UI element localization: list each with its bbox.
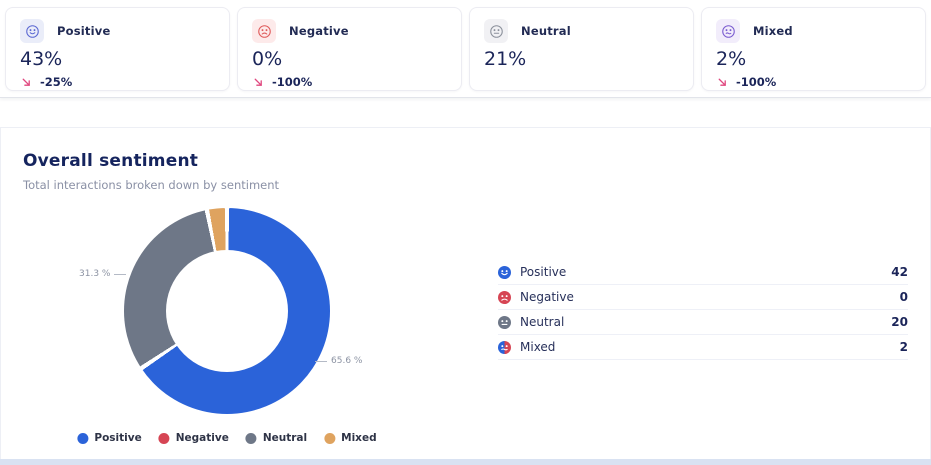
list-item-neutral[interactable]: Neutral 20 bbox=[498, 310, 908, 335]
count-value: 0 bbox=[899, 290, 908, 304]
legend-item-neutral[interactable]: Neutral bbox=[245, 432, 307, 444]
stat-card-positive: Positive 43% -25% bbox=[5, 7, 230, 91]
stat-cards-strip: Positive 43% -25% Negative 0% bbox=[0, 0, 931, 98]
trend-value: -25% bbox=[40, 75, 73, 89]
donut-chart[interactable] bbox=[124, 208, 330, 414]
trend-value: -100% bbox=[272, 75, 313, 89]
stat-value: 2% bbox=[716, 48, 747, 70]
stat-label: Neutral bbox=[521, 24, 571, 38]
legend-item-positive[interactable]: Positive bbox=[77, 432, 142, 444]
negative-dot-icon bbox=[158, 432, 170, 444]
neutral-face-icon bbox=[498, 315, 511, 329]
label-connector bbox=[114, 273, 127, 275]
count-value: 42 bbox=[891, 265, 908, 279]
neutral-face-icon bbox=[484, 19, 508, 43]
stat-trend: -100% bbox=[716, 75, 911, 89]
stat-value: 0% bbox=[252, 48, 283, 70]
stat-value: 21% bbox=[484, 48, 527, 70]
list-item-positive[interactable]: Positive 42 bbox=[498, 260, 908, 285]
stat-label: Mixed bbox=[753, 24, 793, 38]
count-value: 2 bbox=[899, 340, 908, 354]
stat-value: 43% bbox=[20, 48, 63, 70]
stat-trend: -25% bbox=[20, 75, 215, 89]
list-item-negative[interactable]: Negative 0 bbox=[498, 285, 908, 310]
slice-label-neutral: 31.3 % bbox=[79, 269, 127, 279]
page-bottom-strip bbox=[0, 459, 931, 465]
panel-subtitle: Total interactions broken down by sentim… bbox=[23, 178, 280, 192]
sad-face-icon bbox=[252, 19, 276, 43]
trend-down-arrow-icon bbox=[20, 76, 33, 89]
stat-card-neutral: Neutral 21% bbox=[469, 7, 694, 91]
positive-dot-icon bbox=[77, 432, 89, 444]
stat-card-mixed: Mixed 2% -100% bbox=[701, 7, 926, 91]
positive-face-icon bbox=[498, 265, 511, 279]
stat-card-negative: Negative 0% -100% bbox=[237, 7, 462, 91]
list-item-mixed[interactable]: Mixed 2 bbox=[498, 335, 908, 360]
stat-label: Positive bbox=[57, 24, 111, 38]
smiley-face-icon bbox=[20, 19, 44, 43]
donut-hole bbox=[166, 250, 288, 372]
mixed-face-icon bbox=[498, 340, 511, 354]
legend-item-mixed[interactable]: Mixed bbox=[324, 432, 377, 444]
trend-down-arrow-icon bbox=[716, 76, 729, 89]
negative-face-icon bbox=[498, 290, 511, 304]
trend-value: -100% bbox=[736, 75, 777, 89]
label-connector bbox=[315, 360, 327, 362]
page-title: Overall sentiment bbox=[23, 151, 199, 171]
sentiment-count-list: Positive 42 Negative 0 bbox=[498, 260, 908, 360]
chart-legend: Positive Negative Neutral Mixed bbox=[77, 432, 377, 444]
mixed-face-icon bbox=[716, 19, 740, 43]
neutral-dot-icon bbox=[245, 432, 257, 444]
slice-label-positive: 65.6 % bbox=[315, 356, 362, 366]
trend-down-arrow-icon bbox=[252, 76, 265, 89]
stat-trend: -100% bbox=[252, 75, 447, 89]
count-value: 20 bbox=[891, 315, 908, 329]
stat-label: Negative bbox=[289, 24, 349, 38]
mixed-dot-icon bbox=[324, 432, 336, 444]
legend-item-negative[interactable]: Negative bbox=[158, 432, 229, 444]
overall-sentiment-panel: Overall sentiment Total interactions bro… bbox=[0, 127, 931, 461]
sentiment-chart-area: 31.3 % 65.6 % Positive Negative Neutral … bbox=[23, 208, 908, 460]
